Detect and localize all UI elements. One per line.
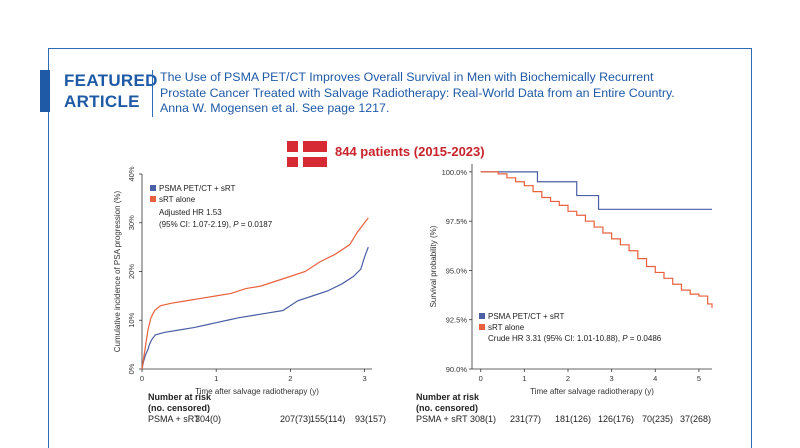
right-legend-label: sRT alone xyxy=(488,323,525,332)
left-x-tick-label: 1 xyxy=(214,374,218,383)
left-annotation-line2: (95% CI: 1.07-2.19), P = 0.0187 xyxy=(159,220,273,229)
article-author-line: Anna W. Mogensen et al. See page 1217. xyxy=(160,101,390,115)
left-risk-row-label: PSMA + sRT xyxy=(148,414,200,424)
left-legend-label: PSMA PET/CT + sRT xyxy=(159,184,236,193)
left-y-tick-label: 40% xyxy=(127,166,136,181)
left-risk-value: 93(157) xyxy=(355,414,387,424)
card-frame xyxy=(48,48,752,448)
right-y-tick-label: 100.0% xyxy=(442,168,468,177)
left-x-tick-label: 2 xyxy=(288,374,292,383)
left-y-tick-label: 30% xyxy=(127,215,136,230)
accent-bar xyxy=(40,70,50,112)
left-y-tick-label: 10% xyxy=(127,312,136,327)
right-legend-swatch xyxy=(479,324,485,330)
right-risk-value: 70(235) xyxy=(642,414,674,424)
left-y-tick-label: 0% xyxy=(127,363,136,374)
left-y-axis-label: Cumulative incidence of PSA progression … xyxy=(113,190,122,352)
right-y-axis-label: Survival probability (%) xyxy=(429,225,438,307)
right-risk-value: 231(77) xyxy=(510,414,542,424)
psa-progression-chart: 0% 10% 20% 30% 40% 0 1 2 3 Time after salvage rad… xyxy=(113,166,372,396)
left-x-axis-label: Time after salvage radiotherapy (y) xyxy=(195,387,319,396)
left-y-tick-label: 20% xyxy=(127,264,136,279)
right-psma-series-line xyxy=(480,171,712,210)
denmark-flag-icon xyxy=(287,141,327,167)
left-srt-series-line xyxy=(141,217,369,370)
left-risk-title-line2: (no. censored) xyxy=(148,402,211,413)
right-risk-value: 126(176) xyxy=(598,414,635,424)
right-risk-title-line2: (no. censored) xyxy=(416,402,479,413)
left-x-tick-label: 3 xyxy=(362,374,366,383)
left-legend-swatch xyxy=(150,196,156,202)
left-legend-label: sRT alone xyxy=(159,195,196,204)
featured-label: FEATURED ARTICLE xyxy=(64,70,158,112)
left-risk-value: 304(0) xyxy=(195,414,222,424)
patients-count: 844 patients (2015-2023) xyxy=(335,144,485,159)
left-psma-series-line xyxy=(141,246,369,370)
right-risk-title: Number at risk (no. censored) xyxy=(416,392,479,413)
right-x-tick-label: 5 xyxy=(697,374,701,383)
right-risk-title-line1: Number at risk xyxy=(416,392,480,402)
right-risk-value: 37(268) xyxy=(680,414,712,424)
right-x-tick-label: 0 xyxy=(479,374,483,383)
right-x-tick-label: 4 xyxy=(653,374,657,383)
right-legend-swatch xyxy=(479,313,485,319)
featured-line1: FEATURED xyxy=(64,71,158,90)
left-risk-title: Number at risk (no. censored) xyxy=(148,392,211,413)
left-risk-value: 155(114) xyxy=(310,414,346,424)
right-risk-value: 181(126) xyxy=(555,414,592,424)
article-citation[interactable]: The Use of PSMA PET/CT Improves Overall … xyxy=(152,70,750,117)
right-y-tick-label: 97.5% xyxy=(446,217,468,226)
right-x-tick-label: 2 xyxy=(566,374,570,383)
article-title-line2: Prostate Cancer Treated with Salvage Rad… xyxy=(160,85,675,100)
left-x-tick-label: 0 xyxy=(140,374,144,383)
article-title-line1: The Use of PSMA PET/CT Improves Overall … xyxy=(160,70,654,84)
featured-line2: ARTICLE xyxy=(64,92,140,111)
right-annotation-line1: Crude HR 3.31 (95% CI: 1.01-10.88), P = … xyxy=(488,334,662,343)
right-x-tick-label: 1 xyxy=(522,374,526,383)
right-x-tick-label: 3 xyxy=(610,374,614,383)
right-y-tick-label: 92.5% xyxy=(446,316,468,325)
right-x-axis-label: Time after salvage radiotherapy (y) xyxy=(530,387,654,396)
left-risk-title-line1: Number at risk xyxy=(148,392,212,402)
right-risk-value: 308(1) xyxy=(470,414,497,424)
left-risk-value: 207(73) xyxy=(280,414,312,424)
left-annotation-line1: Adjusted HR 1.53 xyxy=(159,208,222,217)
right-legend-label: PSMA PET/CT + sRT xyxy=(488,312,565,321)
right-srt-series-line xyxy=(480,171,713,308)
right-y-tick-label: 95.0% xyxy=(446,266,468,275)
left-legend-swatch xyxy=(150,185,156,191)
survival-chart: 90.0% 92.5% 95.0% 97.5% 100.0% 0 1 2 3 4 5 Time aft… xyxy=(429,164,713,396)
right-y-tick-label: 90.0% xyxy=(446,365,468,374)
right-risk-row-label: PSMA + sRT xyxy=(416,414,468,424)
